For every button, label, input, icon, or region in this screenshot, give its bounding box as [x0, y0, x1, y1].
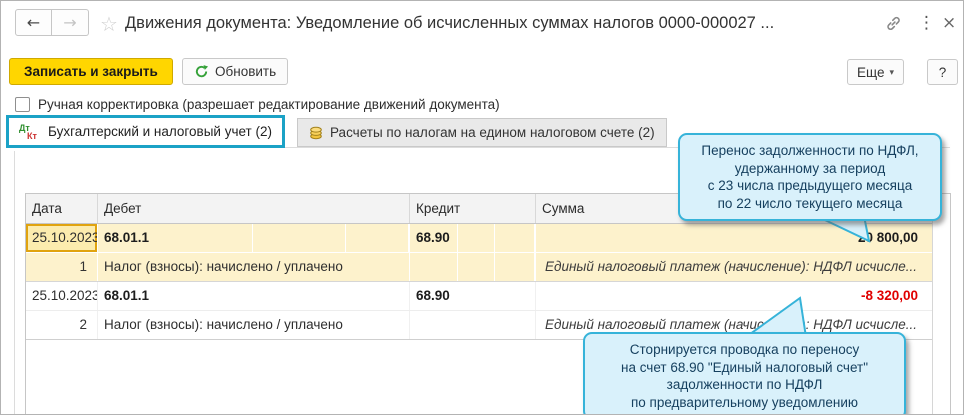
- help-button[interactable]: ?: [927, 59, 958, 85]
- credit-cell[interactable]: [410, 311, 536, 339]
- page-title: Движения документа: Уведомление об исчис…: [125, 14, 775, 32]
- credit-account[interactable]: 68.90: [410, 282, 536, 310]
- dt-kt-icon: Дт Кт: [19, 122, 37, 141]
- panel-border: [14, 151, 15, 414]
- callout-storno: Сторнируется проводка по переносу на сче…: [583, 332, 906, 414]
- analytics-cell[interactable]: Налог (взносы): начислено / уплачено: [98, 311, 410, 339]
- debit-account[interactable]: 68.01.1: [98, 282, 410, 310]
- credit-sub-cell[interactable]: [458, 224, 495, 252]
- favorite-star-icon[interactable]: ☆: [100, 12, 118, 36]
- manual-adjustment-label: Ручная корректировка (разрешает редактир…: [38, 97, 500, 112]
- tab-unified-tax-account[interactable]: Расчеты по налогам на едином налоговом с…: [297, 118, 667, 147]
- credit-sub-cell[interactable]: [495, 224, 535, 252]
- table-row[interactable]: 25.10.2023 68.01.1 68.90 20 800,00: [26, 224, 933, 253]
- chevron-down-icon: ▾: [889, 66, 894, 77]
- credit-account[interactable]: 68.90: [410, 224, 458, 252]
- credit-sub-cell[interactable]: [458, 253, 495, 281]
- more-button[interactable]: Еще ▾: [847, 59, 904, 85]
- row-number-cell[interactable]: 1: [26, 253, 98, 281]
- table-row[interactable]: 25.10.2023 68.01.1 68.90 -8 320,00: [26, 282, 933, 311]
- tab-accounting-tax[interactable]: Дт Кт Бухгалтерский и налоговый учет (2): [6, 115, 285, 148]
- link-icon-svg: [887, 16, 900, 31]
- analytics-cell[interactable]: Налог (взносы): начислено / уплачено: [98, 253, 410, 281]
- manual-adjustment-checkbox[interactable]: [15, 97, 30, 112]
- movements-table: Дата Дебет Кредит Сумма 25.10.2023 68.01…: [25, 193, 951, 414]
- nav-button-group: ← →: [15, 9, 89, 36]
- debit-cell[interactable]: 68.01.1: [98, 224, 410, 252]
- credit-cell[interactable]: [410, 253, 536, 281]
- refresh-label: Обновить: [215, 64, 277, 79]
- close-icon[interactable]: ×: [942, 13, 957, 33]
- refresh-button[interactable]: Обновить: [182, 58, 289, 85]
- credit-sub-cell[interactable]: [410, 253, 458, 281]
- tab-label: Расчеты по налогам на едином налоговом с…: [330, 125, 655, 140]
- column-header-debit: Дебет: [98, 194, 410, 223]
- amount-analytics-cell[interactable]: Единый налоговый платеж (начисление): НД…: [536, 253, 933, 281]
- debit-account[interactable]: 68.01.1: [98, 224, 253, 252]
- scrollbar-gutter: [932, 194, 950, 414]
- column-header-credit: Кредит: [410, 194, 536, 223]
- table-row[interactable]: 2 Налог (взносы): начислено / уплачено Е…: [26, 311, 933, 340]
- row-number-cell[interactable]: 2: [26, 311, 98, 339]
- table-row[interactable]: 1 Налог (взносы): начислено / уплачено Е…: [26, 253, 933, 282]
- credit-cell[interactable]: 68.90: [410, 224, 536, 252]
- forward-button[interactable]: →: [52, 9, 89, 36]
- column-header-date: Дата: [26, 194, 98, 223]
- window-menu-icon[interactable]: ⋮: [918, 13, 935, 33]
- callout-ndfl-transfer: Перенос задолженности по НДФЛ, удержанно…: [678, 133, 942, 221]
- coins-icon: [310, 126, 322, 139]
- save-and-close-button[interactable]: Записать и закрыть: [9, 58, 173, 85]
- date-cell[interactable]: 25.10.2023: [26, 282, 98, 310]
- credit-sub-cell[interactable]: [495, 253, 535, 281]
- refresh-icon: [195, 65, 209, 78]
- tab-label: Бухгалтерский и налоговый учет (2): [48, 124, 272, 139]
- debit-sub-cell[interactable]: [346, 224, 409, 252]
- tabstrip-baseline: [14, 147, 950, 148]
- debit-sub-cell[interactable]: [253, 224, 346, 252]
- amount-cell-negative[interactable]: -8 320,00: [536, 282, 933, 310]
- more-label: Еще: [857, 64, 885, 80]
- date-cell-selected[interactable]: 25.10.2023: [26, 224, 98, 252]
- get-link-icon[interactable]: [885, 15, 902, 37]
- back-button[interactable]: ←: [15, 9, 52, 36]
